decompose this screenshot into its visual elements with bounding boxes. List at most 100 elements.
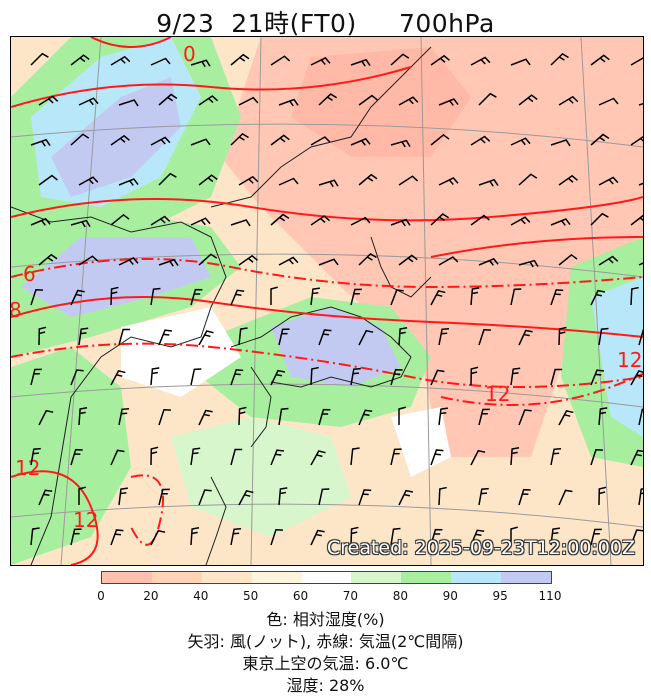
wind-barb: [518, 94, 538, 106]
colorbar-tick: 95: [492, 589, 508, 603]
wind-barb: [158, 329, 173, 346]
grid-lat-1: [11, 123, 643, 148]
wind-barb: [70, 289, 85, 306]
wind-barb: [438, 177, 459, 186]
wind-barb: [110, 529, 124, 546]
wind-barb: [550, 289, 564, 306]
wind-barb: [638, 328, 643, 346]
wind-barb: [198, 253, 218, 266]
wind-barb: [590, 449, 603, 466]
wind-barb: [470, 135, 491, 146]
wind-barb: [190, 368, 202, 386]
wind-barb: [478, 329, 491, 346]
wind-barb: [198, 409, 213, 426]
wind-barb: [358, 94, 378, 106]
wind-barb: [190, 217, 211, 226]
wind-barb: [70, 528, 82, 546]
wind-barb: [398, 326, 408, 346]
title-date: 9/23: [156, 9, 215, 38]
wind-barb: [598, 255, 619, 266]
wind-barb: [230, 528, 242, 546]
wind-barb: [438, 256, 459, 266]
isotherm-label: 12: [485, 382, 510, 406]
wind-barb: [30, 217, 51, 226]
wind-barb: [158, 488, 170, 506]
wind-barb: [430, 449, 444, 466]
colorbar-segment: [501, 572, 552, 583]
wind-barb: [390, 289, 404, 306]
wind-barb: [118, 408, 130, 426]
wind-barb: [30, 289, 43, 306]
wind-barb: [110, 134, 130, 146]
wind-barb: [430, 133, 450, 146]
wind-barb: [598, 176, 619, 186]
wind-barb: [398, 175, 419, 186]
colorbar-segment: [401, 572, 452, 583]
wind-barb: [590, 369, 605, 386]
wind-barb: [238, 175, 259, 186]
wind-barb: [150, 529, 166, 546]
wind-barb: [118, 328, 131, 346]
wind-barb: [390, 368, 403, 386]
wind-barb: [78, 97, 99, 106]
wind-barb: [270, 449, 285, 466]
wind-barb: [30, 52, 49, 66]
humidity-mid-white: [121, 307, 241, 397]
wind-barb: [518, 409, 532, 426]
grid-lat-4: [11, 503, 643, 528]
wind-barb: [430, 213, 450, 226]
wind-barb: [278, 328, 290, 346]
wind-barb: [38, 174, 58, 186]
wind-barb: [510, 137, 531, 146]
isotherm-0: [11, 66, 412, 108]
wind-barb: [550, 52, 569, 66]
wind-barb: [598, 407, 608, 426]
humidity-layer: [11, 37, 643, 565]
wind-barb: [438, 486, 447, 506]
map-svg: 0 6 8 12 12 12 12: [11, 37, 643, 565]
wind-barb: [558, 253, 578, 266]
wind-barb: [558, 174, 578, 186]
wind-barb: [318, 488, 330, 506]
wind-barb: [310, 287, 320, 306]
wind-barb: [230, 448, 243, 466]
wind-barb: [558, 489, 573, 506]
wind-barb: [590, 212, 609, 226]
wind-barb: [630, 214, 643, 226]
wind-barb: [150, 367, 160, 386]
grid-lon-2: [250, 37, 262, 565]
isotherm-label: 12: [617, 348, 642, 372]
isotherm-12: [440, 357, 643, 406]
humidity-white-patch: [391, 407, 451, 477]
wind-barb: [550, 527, 560, 546]
wind-barb: [398, 489, 414, 506]
wind-barb: [470, 214, 490, 226]
wind-barb: [478, 92, 497, 106]
wind-barb: [78, 176, 99, 186]
colorbar-segment: [102, 572, 152, 583]
wind-barb: [550, 139, 571, 147]
chart-title: 9/23 21時(FT0) 700hPa: [0, 4, 651, 40]
wind-barb: [238, 490, 254, 506]
wind-barb: [350, 526, 359, 546]
wind-barb: [30, 138, 51, 147]
legend-humidity: 色: 相対湿度(%): [266, 610, 385, 629]
wind-barb: [270, 369, 286, 386]
wind-barb: [558, 95, 579, 106]
wind-barb: [518, 173, 538, 186]
isotherm-2: [11, 196, 643, 222]
wind-barb: [70, 133, 90, 146]
title-time: 21時(FT0): [231, 9, 357, 38]
wind-barb: [278, 177, 299, 186]
wind-barb: [510, 216, 531, 226]
colorbar-segment: [351, 572, 402, 583]
wind-barb: [278, 256, 299, 266]
wind-barb: [318, 329, 332, 346]
wind-barb: [278, 407, 289, 426]
wind-barb: [110, 449, 125, 466]
wind-barb: [70, 448, 83, 466]
humidity-low-east: [221, 37, 643, 457]
wind-barb: [510, 526, 518, 545]
wind-barb: [118, 178, 139, 186]
wind-barb: [430, 54, 450, 66]
